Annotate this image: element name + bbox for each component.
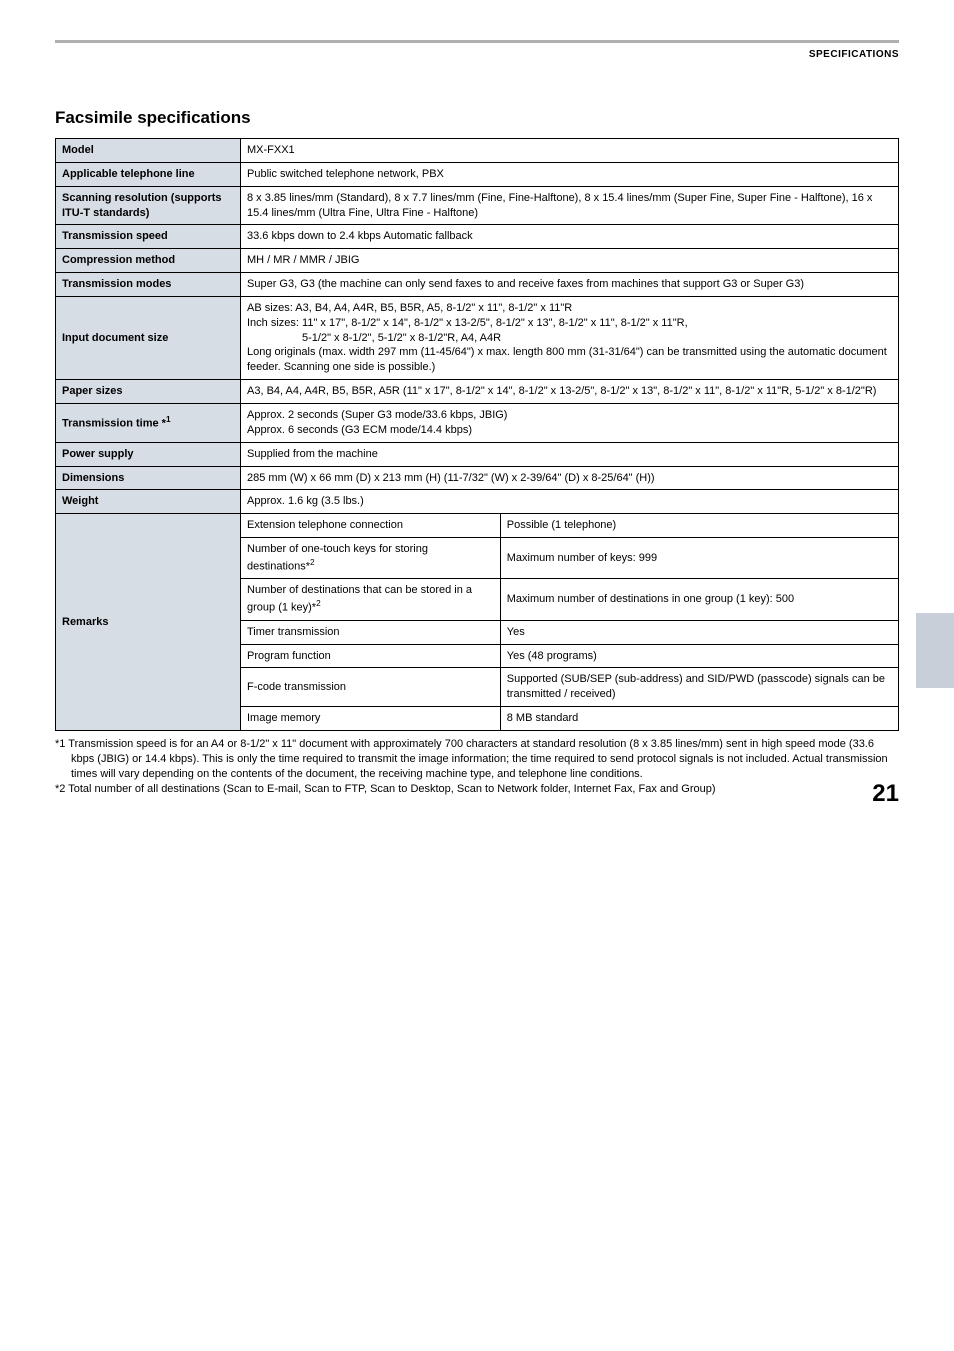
row-value: MH / MR / MMR / JBIG xyxy=(241,249,899,273)
table-row: Compression method MH / MR / MMR / JBIG xyxy=(56,249,899,273)
row-value-line: AB sizes: A3, B4, A4, A4R, B5, B5R, A5, … xyxy=(247,302,572,314)
row-label: Input document size xyxy=(56,296,241,379)
row-value-line: Approx. 2 seconds (Super G3 mode/33.6 kb… xyxy=(247,409,507,421)
row-label: Paper sizes xyxy=(56,380,241,404)
table-row: Model MX-FXX1 xyxy=(56,139,899,163)
table-row: Dimensions 285 mm (W) x 66 mm (D) x 213 … xyxy=(56,466,899,490)
row-label: Compression method xyxy=(56,249,241,273)
row-value: A3, B4, A4, A4R, B5, B5R, A5R (11" x 17"… xyxy=(241,380,899,404)
row-value: Supplied from the machine xyxy=(241,442,899,466)
row-value-line: Inch sizes: 11" x 17", 8-1/2" x 14", 8-1… xyxy=(247,317,688,329)
section-title: Facsimile specifications xyxy=(55,108,899,128)
remarks-left: Image memory xyxy=(241,707,501,731)
table-row: Applicable telephone line Public switche… xyxy=(56,162,899,186)
remarks-left: Extension telephone connection xyxy=(241,514,501,538)
footnotes: *1 Transmission speed is for an A4 or 8-… xyxy=(55,737,899,797)
table-row: Weight Approx. 1.6 kg (3.5 lbs.) xyxy=(56,490,899,514)
row-label: Scanning resolution (supports ITU-T stan… xyxy=(56,186,241,225)
row-value-line: Approx. 6 seconds (G3 ECM mode/14.4 kbps… xyxy=(247,424,472,436)
row-value: Super G3, G3 (the machine can only send … xyxy=(241,273,899,297)
table-row: Paper sizes A3, B4, A4, A4R, B5, B5R, A5… xyxy=(56,380,899,404)
footnote: *2 Total number of all destinations (Sca… xyxy=(55,782,899,797)
remarks-left: F-code transmission xyxy=(241,668,501,707)
remarks-right: Supported (SUB/SEP (sub-address) and SID… xyxy=(500,668,898,707)
row-value: 285 mm (W) x 66 mm (D) x 213 mm (H) (11-… xyxy=(241,466,899,490)
table-row: Transmission modes Super G3, G3 (the mac… xyxy=(56,273,899,297)
table-row: Input document size AB sizes: A3, B4, A4… xyxy=(56,296,899,379)
remarks-left: Program function xyxy=(241,644,501,668)
row-label: Applicable telephone line xyxy=(56,162,241,186)
row-value: MX-FXX1 xyxy=(241,139,899,163)
table-row: Power supply Supplied from the machine xyxy=(56,442,899,466)
table-row: Remarks Extension telephone connection P… xyxy=(56,514,899,538)
row-label: Transmission modes xyxy=(56,273,241,297)
side-tab xyxy=(916,613,954,688)
remarks-right: Maximum number of destinations in one gr… xyxy=(500,579,898,620)
spec-table: Model MX-FXX1 Applicable telephone line … xyxy=(55,138,899,731)
remarks-right: Possible (1 telephone) xyxy=(500,514,898,538)
table-row: Scanning resolution (supports ITU-T stan… xyxy=(56,186,899,225)
remarks-label: Remarks xyxy=(56,514,241,731)
header-section-label: SPECIFICATIONS xyxy=(55,40,899,60)
row-value: 8 x 3.85 lines/mm (Standard), 8 x 7.7 li… xyxy=(241,186,899,225)
row-value: Public switched telephone network, PBX xyxy=(241,162,899,186)
remarks-right: 8 MB standard xyxy=(500,707,898,731)
remarks-left: Timer transmission xyxy=(241,620,501,644)
row-label: Transmission speed xyxy=(56,225,241,249)
table-row: Transmission time *1 Approx. 2 seconds (… xyxy=(56,403,899,442)
remarks-right: Maximum number of keys: 999 xyxy=(500,538,898,579)
page-number: 21 xyxy=(872,780,899,808)
remarks-right: Yes (48 programs) xyxy=(500,644,898,668)
footnote: *1 Transmission speed is for an A4 or 8-… xyxy=(55,737,899,782)
row-value: AB sizes: A3, B4, A4, A4R, B5, B5R, A5, … xyxy=(241,296,899,379)
row-label: Model xyxy=(56,139,241,163)
remarks-left: Number of destinations that can be store… xyxy=(241,579,501,620)
row-label: Transmission time *1 xyxy=(56,403,241,442)
row-label: Weight xyxy=(56,490,241,514)
row-value-line: Long originals (max. width 297 mm (11-45… xyxy=(247,346,887,373)
row-value: 33.6 kbps down to 2.4 kbps Automatic fal… xyxy=(241,225,899,249)
table-row: Transmission speed 33.6 kbps down to 2.4… xyxy=(56,225,899,249)
row-value: Approx. 1.6 kg (3.5 lbs.) xyxy=(241,490,899,514)
row-value-line: 5-1/2" x 8-1/2", 5-1/2" x 8-1/2"R, A4, A… xyxy=(247,332,501,344)
remarks-left: Number of one-touch keys for storing des… xyxy=(241,538,501,579)
remarks-right: Yes xyxy=(500,620,898,644)
row-value: Approx. 2 seconds (Super G3 mode/33.6 kb… xyxy=(241,403,899,442)
row-label: Power supply xyxy=(56,442,241,466)
row-label: Dimensions xyxy=(56,466,241,490)
